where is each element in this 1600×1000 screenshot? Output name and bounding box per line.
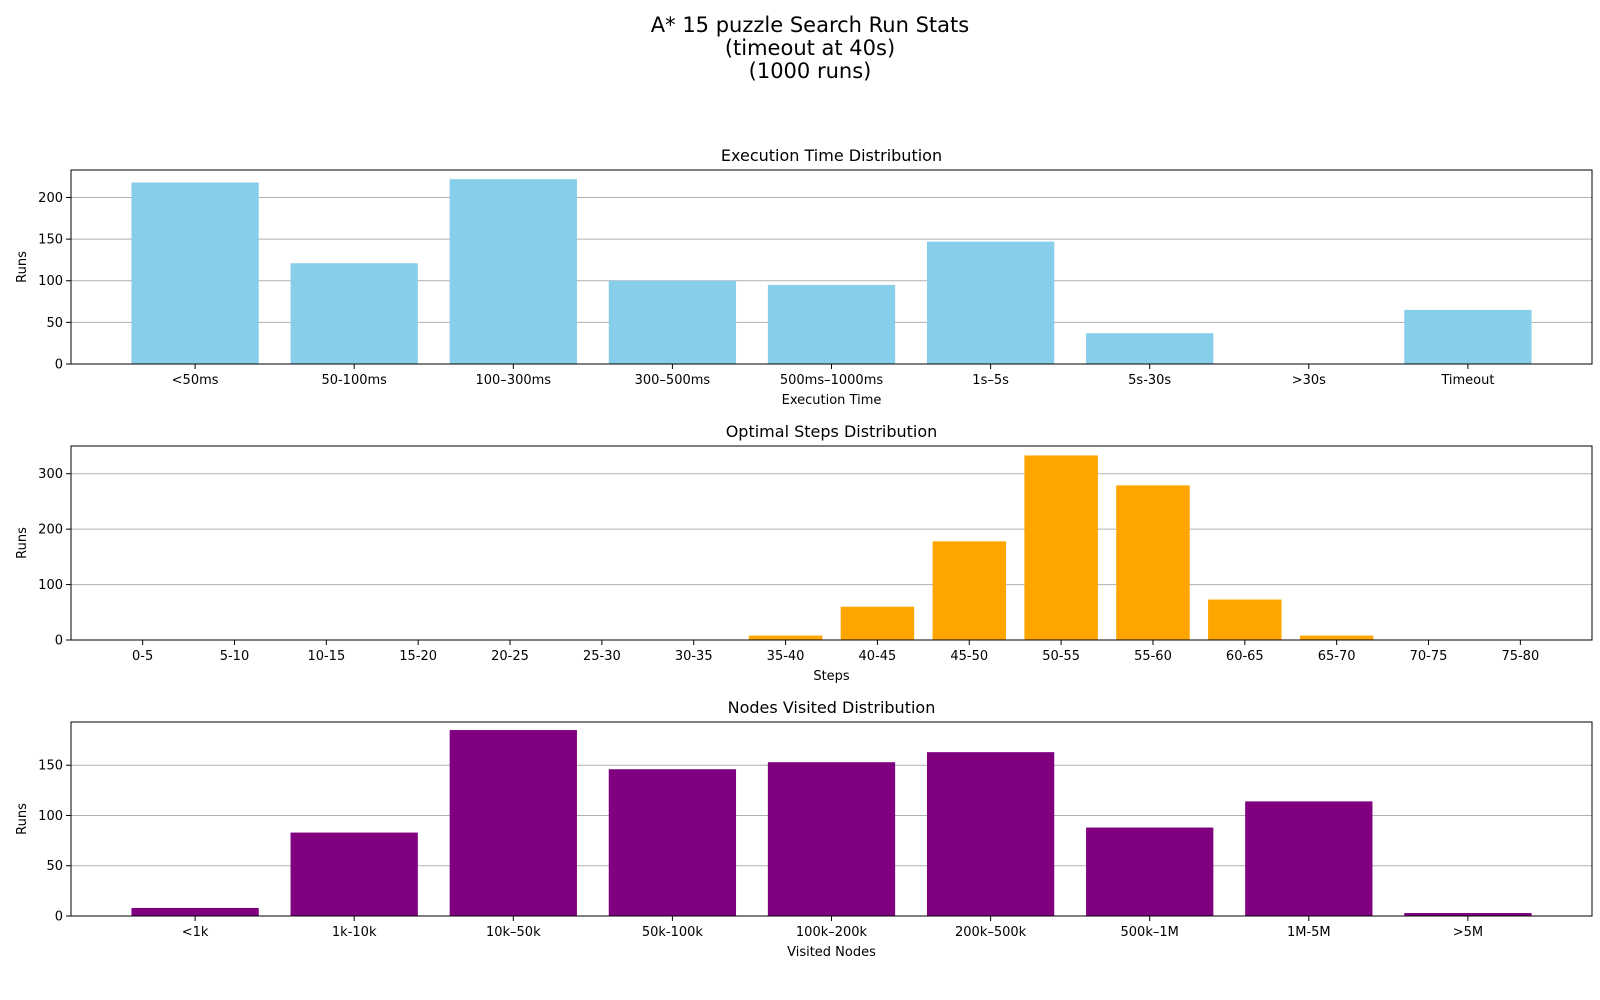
y-tick-label: 300: [38, 467, 63, 482]
bar-3: [608, 769, 737, 916]
x-tick-label: >30s: [1292, 373, 1326, 388]
y-tick-label: 0: [55, 910, 63, 925]
y-axis-label: Runs: [15, 251, 30, 283]
bar-7: [748, 635, 823, 640]
chart-title: Execution Time Distribution: [721, 146, 942, 165]
x-tick-label: 500k–1M: [1121, 925, 1179, 940]
bar-10: [1024, 455, 1098, 640]
x-tick-label: 10-15: [307, 649, 345, 664]
bar-1: [290, 263, 418, 364]
x-tick-label: 20-25: [491, 649, 529, 664]
x-tick-label: 65-70: [1318, 649, 1356, 664]
x-tick-label: 1M-5M: [1287, 925, 1331, 940]
x-tick-label: 30-35: [675, 649, 713, 664]
x-tick-label: 1s–5s: [972, 373, 1009, 388]
x-tick-label: 40-45: [859, 649, 897, 664]
bar-11: [1116, 485, 1190, 640]
figure-title: A* 15 puzzle Search Run Stats (timeout a…: [0, 14, 1600, 83]
x-tick-label: 500ms–1000ms: [780, 373, 883, 388]
bar-13: [1299, 635, 1374, 640]
x-tick-label: 0-5: [132, 649, 153, 664]
x-tick-label: 75-80: [1501, 649, 1539, 664]
y-axis-label: Runs: [15, 527, 30, 559]
x-tick-label: 300–500ms: [635, 373, 711, 388]
x-tick-label: 10k–50k: [486, 925, 541, 940]
bar-5: [926, 241, 1055, 364]
y-tick-label: 0: [55, 634, 63, 649]
y-tick-label: 0: [55, 358, 63, 373]
x-tick-label: 60-65: [1226, 649, 1264, 664]
y-tick-label: 100: [38, 578, 63, 593]
x-tick-label: 1k-10k: [332, 925, 377, 940]
bar-7: [1245, 801, 1373, 916]
bar-1: [290, 832, 418, 916]
y-tick-label: 100: [38, 809, 63, 824]
x-tick-label: 45-50: [950, 649, 988, 664]
bar-8: [1404, 309, 1532, 364]
y-tick-label: 200: [38, 191, 63, 206]
bar-9: [932, 541, 1007, 640]
x-tick-label: >5M: [1453, 925, 1483, 940]
x-axis-label: Execution Time: [782, 393, 882, 408]
x-tick-label: 100k–200k: [796, 925, 868, 940]
chart-title: Optimal Steps Distribution: [726, 422, 938, 441]
bar-6: [1086, 333, 1214, 364]
y-axis-label: Runs: [15, 803, 30, 835]
bar-8: [1404, 912, 1532, 916]
axes-frame: [70, 445, 1593, 641]
bar-0: [131, 907, 259, 916]
figure-title-line-3: (1000 runs): [748, 59, 872, 83]
chart-panel-2: 0 100 200 300 0-5 5-10 10-15 15-20 20-25 25-30 30-…: [15, 422, 1593, 684]
x-tick-label: 200k–500k: [955, 925, 1027, 940]
bar-5: [926, 752, 1055, 916]
x-tick-label: 35-40: [767, 649, 805, 664]
x-tick-label: 5s-30s: [1128, 373, 1171, 388]
bar-6: [1086, 827, 1214, 916]
bar-2: [449, 179, 577, 364]
bar-4: [767, 762, 896, 916]
x-axis-label: Steps: [813, 669, 850, 684]
chart-panel-3: 0 50 100 150 <1k 1k-10k 10k–50k 50k-100k 100k–20…: [15, 698, 1593, 960]
y-tick-label: 200: [38, 523, 63, 538]
bar-4: [767, 284, 896, 364]
y-tick-label: 150: [38, 759, 63, 774]
bar-8: [840, 606, 915, 640]
x-tick-label: Timeout: [1440, 373, 1494, 388]
bar-3: [608, 280, 737, 364]
figure-title-line-2: (timeout at 40s): [724, 36, 896, 60]
x-tick-label: 100–300ms: [476, 373, 552, 388]
chart-panel-1: 0 50 100 150 200 <50ms 50-100ms 100–300ms 300–50…: [15, 146, 1593, 408]
x-tick-label: 5-10: [220, 649, 250, 664]
x-axis-label: Visited Nodes: [787, 945, 876, 960]
x-tick-label: 50-100ms: [321, 373, 387, 388]
y-tick-label: 50: [46, 316, 63, 331]
x-tick-label: 15-20: [399, 649, 437, 664]
x-tick-label: 70-75: [1410, 649, 1448, 664]
chart-title: Nodes Visited Distribution: [728, 698, 936, 717]
bar-0: [131, 182, 259, 364]
bar-2: [449, 730, 577, 916]
y-tick-label: 150: [38, 233, 63, 248]
x-tick-label: 50k-100k: [642, 925, 704, 940]
y-tick-label: 100: [38, 274, 63, 289]
bar-12: [1208, 599, 1282, 640]
x-tick-label: <50ms: [172, 373, 219, 388]
x-tick-label: <1k: [182, 925, 209, 940]
figure-title-line-1: A* 15 puzzle Search Run Stats: [650, 13, 970, 37]
x-tick-label: 55-60: [1134, 649, 1172, 664]
x-tick-label: 50-55: [1042, 649, 1080, 664]
x-tick-label: 25-30: [583, 649, 621, 664]
y-tick-label: 50: [46, 859, 63, 874]
